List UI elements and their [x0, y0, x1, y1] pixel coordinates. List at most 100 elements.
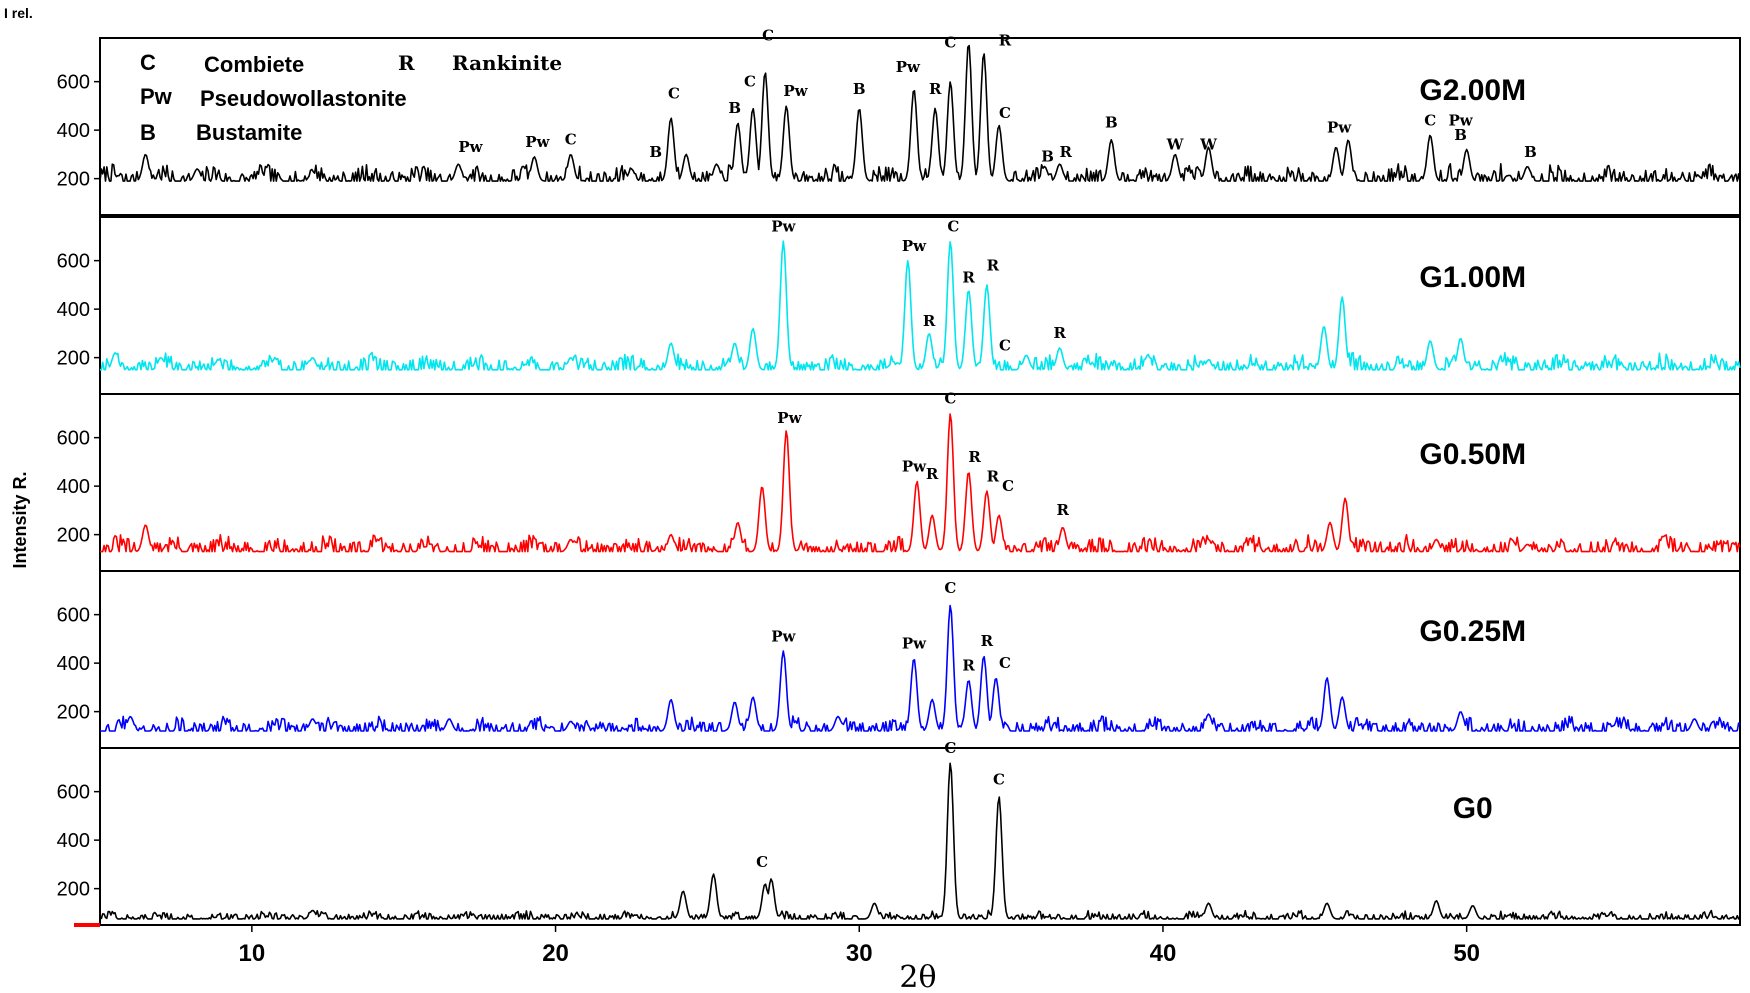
peak-label: R — [987, 256, 1000, 274]
y-tick-label: 400 — [57, 830, 90, 852]
x-tick-label: 20 — [542, 940, 569, 967]
peak-label: B — [853, 80, 866, 98]
series-line-g0-50m — [100, 413, 1741, 553]
y-axis-title: Intensity R. — [10, 471, 30, 568]
legend: C Combiete R Rankinite Pw Pseudowollasto… — [140, 50, 562, 145]
peak-label: Pw — [771, 218, 796, 236]
panel-frame — [99, 747, 1741, 926]
peak-label: R — [962, 656, 975, 674]
peak-label: R — [987, 467, 1000, 485]
peak-label: W — [1166, 136, 1185, 154]
peak-label: Pw — [777, 409, 802, 427]
y-tick-label: 200 — [57, 169, 90, 191]
series-name: G2.00M — [1419, 74, 1526, 107]
peak-label: R — [999, 31, 1012, 49]
y-tick-label: 200 — [57, 525, 90, 547]
series-line-g2-00m — [99, 44, 1741, 182]
corner-label: I rel. — [4, 5, 33, 21]
y-tick-label: 600 — [57, 605, 90, 627]
legend-abbr-c: C — [140, 50, 156, 75]
peak-label: C — [756, 853, 768, 871]
peak-label: R — [926, 465, 939, 483]
y-tick-label: 400 — [57, 653, 90, 675]
peak-label: Pw — [771, 627, 796, 645]
y-tick-label: 400 — [57, 299, 90, 321]
peak-label: R — [929, 80, 942, 98]
panel-g0: 200 400 600 C C C G0 — [57, 739, 1741, 926]
peak-label: R — [981, 632, 994, 650]
peak-label: R — [923, 312, 936, 330]
legend-name-c: Combiete — [204, 52, 304, 77]
peak-label: C — [744, 72, 756, 90]
series-name: G1.00M — [1419, 261, 1526, 294]
y-tick-label: 400 — [57, 476, 90, 498]
peak-label: W — [1199, 136, 1218, 154]
legend-name-r: Rankinite — [452, 51, 562, 75]
y-tick-label: 600 — [57, 428, 90, 450]
peak-label: Pw — [458, 138, 483, 156]
peak-label: B — [728, 99, 741, 117]
legend-abbr-r: R — [398, 51, 415, 75]
peak-label: Pw — [902, 237, 927, 255]
legend-abbr-pw: Pw — [140, 84, 173, 109]
peak-label: C — [993, 770, 1005, 788]
peak-label: C — [947, 218, 959, 236]
peak-label: B — [1454, 126, 1467, 144]
peak-label: C — [999, 654, 1011, 672]
legend-name-b: Bustamite — [196, 120, 302, 145]
peak-label: C — [999, 336, 1011, 354]
y-tick-label: 600 — [57, 251, 90, 273]
y-tick-label: 200 — [57, 702, 90, 724]
peak-label: C — [1424, 111, 1436, 129]
peak-label: B — [1524, 143, 1537, 161]
legend-name-pw: Pseudowollastonite — [200, 86, 407, 111]
series-name: G0.50M — [1419, 438, 1526, 471]
x-tick-label: 30 — [846, 940, 873, 967]
peak-label: R — [1053, 324, 1066, 342]
peak-label: C — [944, 739, 956, 757]
peak-label: B — [1041, 148, 1054, 166]
peak-label: Pw — [896, 58, 921, 76]
peak-label: R — [1060, 143, 1073, 161]
peak-label: C — [762, 26, 774, 44]
peak-label: C — [944, 390, 956, 408]
peak-label: Pw — [1448, 111, 1473, 129]
panel-frame — [99, 37, 1741, 216]
origin-marker — [74, 923, 100, 927]
peak-label: Pw — [525, 133, 550, 151]
peak-label: B — [649, 143, 662, 161]
x-tick-label: 40 — [1150, 940, 1177, 967]
x-tick-label: 50 — [1453, 940, 1480, 967]
peak-label: R — [962, 268, 975, 286]
y-tick-label: 600 — [57, 72, 90, 94]
peak-label: C — [999, 104, 1011, 122]
x-axis-title: 2θ — [899, 960, 936, 993]
peak-label: C — [668, 85, 680, 103]
peak-label: C — [565, 131, 577, 149]
y-tick-label: 200 — [57, 879, 90, 901]
peak-label: B — [1105, 114, 1118, 132]
peak-label: R — [1057, 501, 1070, 519]
peak-label: Pw — [902, 635, 927, 653]
peak-label: Pw — [783, 82, 808, 100]
y-tick-label: 600 — [57, 782, 90, 804]
series-line-g0 — [99, 762, 1741, 920]
peak-label: C — [944, 34, 956, 52]
peak-label: C — [944, 579, 956, 597]
series-line-g1-00m — [100, 240, 1741, 371]
legend-abbr-b: B — [140, 120, 156, 145]
peak-label: Pw — [1327, 119, 1352, 137]
y-tick-label: 200 — [57, 348, 90, 370]
series-name: G0.25M — [1419, 615, 1526, 648]
peak-label: C — [1002, 477, 1014, 495]
peak-label: R — [968, 448, 981, 466]
series-name: G0 — [1453, 792, 1493, 825]
series-line-g0-25m — [100, 604, 1741, 732]
x-tick-label: 10 — [239, 940, 266, 967]
